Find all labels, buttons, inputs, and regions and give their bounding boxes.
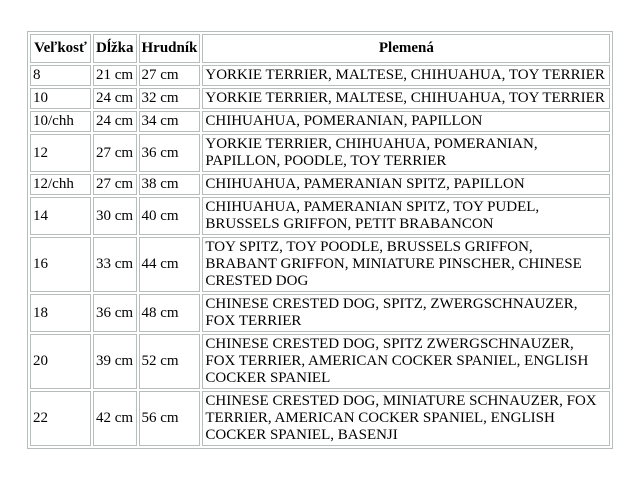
size-chart-container: Veľkosť Dĺžka Hrudník Plemená 8 21 cm 27…	[27, 31, 614, 449]
table-header: Veľkosť Dĺžka Hrudník Plemená	[30, 34, 611, 63]
length-cell: 27 cm	[93, 174, 137, 195]
breeds-cell: CHINESE CRESTED DOG, SPITZ ZWERGSCHNAUZE…	[202, 334, 611, 389]
chest-cell: 38 cm	[138, 174, 201, 195]
chest-cell: 44 cm	[138, 237, 201, 292]
table-body: 8 21 cm 27 cm YORKIE TERRIER, MALTESE, C…	[30, 65, 611, 446]
length-cell: 27 cm	[93, 134, 137, 172]
col-header-chest: Hrudník	[138, 34, 201, 63]
length-cell: 24 cm	[93, 111, 137, 132]
size-cell: 22	[30, 391, 91, 446]
breeds-cell: CHIHUAHUA, POMERANIAN, PAPILLON	[202, 111, 611, 132]
chest-cell: 34 cm	[138, 111, 201, 132]
table-row: 14 30 cm 40 cm CHIHUAHUA, PAMERANIAN SPI…	[30, 197, 611, 235]
table-row: 16 33 cm 44 cm TOY SPITZ, TOY POODLE, BR…	[30, 237, 611, 292]
table-row: 12 27 cm 36 cm YORKIE TERRIER, CHIHUAHUA…	[30, 134, 611, 172]
table-row: 12/chh 27 cm 38 cm CHIHUAHUA, PAMERANIAN…	[30, 174, 611, 195]
length-cell: 39 cm	[93, 334, 137, 389]
breeds-cell: CHINESE CRESTED DOG, SPITZ, ZWERGSCHNAUZ…	[202, 294, 611, 332]
size-cell: 10	[30, 88, 91, 109]
breeds-cell: CHINESE CRESTED DOG, MINIATURE SCHNAUZER…	[202, 391, 611, 446]
breeds-cell: TOY SPITZ, TOY POODLE, BRUSSELS GRIFFON,…	[202, 237, 611, 292]
size-cell: 12	[30, 134, 91, 172]
length-cell: 21 cm	[93, 65, 137, 86]
chest-cell: 48 cm	[138, 294, 201, 332]
size-cell: 10/chh	[30, 111, 91, 132]
table-row: 22 42 cm 56 cm CHINESE CRESTED DOG, MINI…	[30, 391, 611, 446]
breeds-cell: YORKIE TERRIER, CHIHUAHUA, POMERANIAN, P…	[202, 134, 611, 172]
table-row: 8 21 cm 27 cm YORKIE TERRIER, MALTESE, C…	[30, 65, 611, 86]
breeds-cell: YORKIE TERRIER, MALTESE, CHIHUAHUA, TOY …	[202, 65, 611, 86]
breeds-cell: YORKIE TERRIER, MALTESE, CHIHUAHUA, TOY …	[202, 88, 611, 109]
table-row: 10/chh 24 cm 34 cm CHIHUAHUA, POMERANIAN…	[30, 111, 611, 132]
chest-cell: 56 cm	[138, 391, 201, 446]
chest-cell: 52 cm	[138, 334, 201, 389]
size-cell: 14	[30, 197, 91, 235]
dog-size-table: Veľkosť Dĺžka Hrudník Plemená 8 21 cm 27…	[27, 31, 614, 449]
col-header-length: Dĺžka	[93, 34, 137, 63]
length-cell: 24 cm	[93, 88, 137, 109]
chest-cell: 32 cm	[138, 88, 201, 109]
table-row: 20 39 cm 52 cm CHINESE CRESTED DOG, SPIT…	[30, 334, 611, 389]
col-header-breeds: Plemená	[202, 34, 611, 63]
size-cell: 20	[30, 334, 91, 389]
length-cell: 33 cm	[93, 237, 137, 292]
breeds-cell: CHIHUAHUA, PAMERANIAN SPITZ, TOY PUDEL, …	[202, 197, 611, 235]
length-cell: 42 cm	[93, 391, 137, 446]
size-cell: 8	[30, 65, 91, 86]
size-cell: 16	[30, 237, 91, 292]
size-cell: 18	[30, 294, 91, 332]
length-cell: 30 cm	[93, 197, 137, 235]
breeds-cell: CHIHUAHUA, PAMERANIAN SPITZ, PAPILLON	[202, 174, 611, 195]
chest-cell: 27 cm	[138, 65, 201, 86]
chest-cell: 36 cm	[138, 134, 201, 172]
length-cell: 36 cm	[93, 294, 137, 332]
table-row: 10 24 cm 32 cm YORKIE TERRIER, MALTESE, …	[30, 88, 611, 109]
chest-cell: 40 cm	[138, 197, 201, 235]
table-row: 18 36 cm 48 cm CHINESE CRESTED DOG, SPIT…	[30, 294, 611, 332]
col-header-size: Veľkosť	[30, 34, 91, 63]
size-cell: 12/chh	[30, 174, 91, 195]
header-row: Veľkosť Dĺžka Hrudník Plemená	[30, 34, 611, 63]
